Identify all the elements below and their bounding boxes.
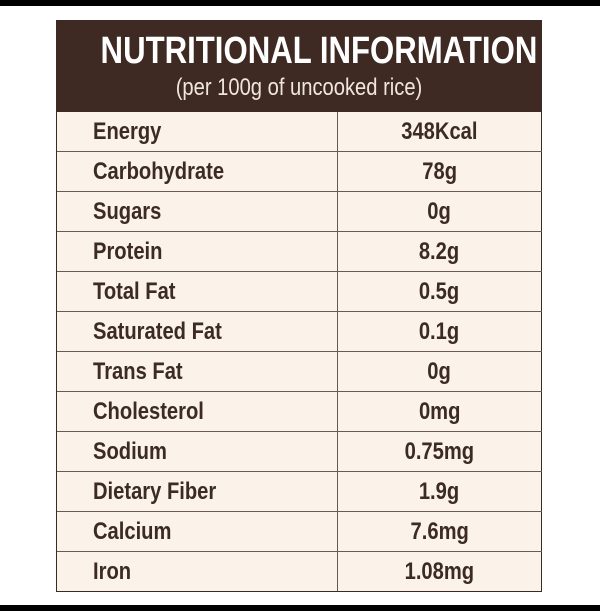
table-row: Iron 1.08mg [57, 551, 542, 591]
nutrient-name: Iron [57, 551, 338, 591]
nutrient-value: 1.9g [337, 471, 542, 512]
nutrient-value: 8.2g [337, 231, 542, 272]
nutrient-name: Calcium [57, 511, 338, 552]
nutrient-value: 0g [337, 191, 542, 232]
nutrient-value: 0g [337, 351, 542, 392]
nutrient-value: 7.6mg [337, 511, 542, 552]
nutrient-name: Protein [57, 231, 338, 272]
table-row: Energy 348Kcal [57, 112, 542, 152]
table-row: Total Fat 0.5g [57, 271, 542, 312]
nutrient-value: 0.1g [337, 311, 542, 352]
nutrition-panel: NUTRITIONAL INFORMATION (per 100g of unc… [56, 20, 542, 592]
nutrient-value: 348Kcal [401, 117, 478, 145]
nutrient-name: Sodium [57, 431, 338, 472]
table-row: Protein 8.2g [57, 231, 542, 272]
nutrient-value: 1.08mg [337, 551, 542, 591]
table-row: Sodium 0.75mg [57, 431, 542, 472]
nutrient-name: Saturated Fat [57, 311, 338, 352]
nutrient-name: Trans Fat [57, 351, 338, 392]
nutrient-name: Cholesterol [57, 391, 338, 432]
nutrition-header: NUTRITIONAL INFORMATION (per 100g of unc… [57, 21, 541, 112]
nutrient-name: Sugars [57, 191, 338, 232]
nutrition-subtitle: (per 100g of uncooked rice) [175, 74, 423, 101]
table-row: Cholesterol 0mg [57, 391, 542, 432]
table-row: Calcium 7.6mg [57, 511, 542, 552]
nutrient-name: Energy [57, 112, 338, 152]
nutrition-title: NUTRITIONAL INFORMATION [100, 30, 538, 72]
nutrient-name: Dietary Fiber [57, 471, 338, 512]
table-row: Saturated Fat 0.1g [57, 311, 542, 352]
table-row: Trans Fat 0g [57, 351, 542, 392]
nutrient-value: 78g [337, 151, 542, 192]
image-page: NUTRITIONAL INFORMATION (per 100g of unc… [0, 6, 600, 605]
nutrient-name: Total Fat [57, 271, 338, 312]
nutrition-table: Energy 348Kcal Carbohydrate 78g Sugars 0… [57, 112, 542, 591]
nutrient-value: 0mg [337, 391, 542, 432]
nutrient-value: 0.5g [337, 271, 542, 312]
table-row: Dietary Fiber 1.9g [57, 471, 542, 512]
table-row: Sugars 0g [57, 191, 542, 232]
table-row: Carbohydrate 78g [57, 151, 542, 192]
nutrient-name: Carbohydrate [57, 151, 338, 192]
nutrient-value: 0.75mg [337, 431, 542, 472]
